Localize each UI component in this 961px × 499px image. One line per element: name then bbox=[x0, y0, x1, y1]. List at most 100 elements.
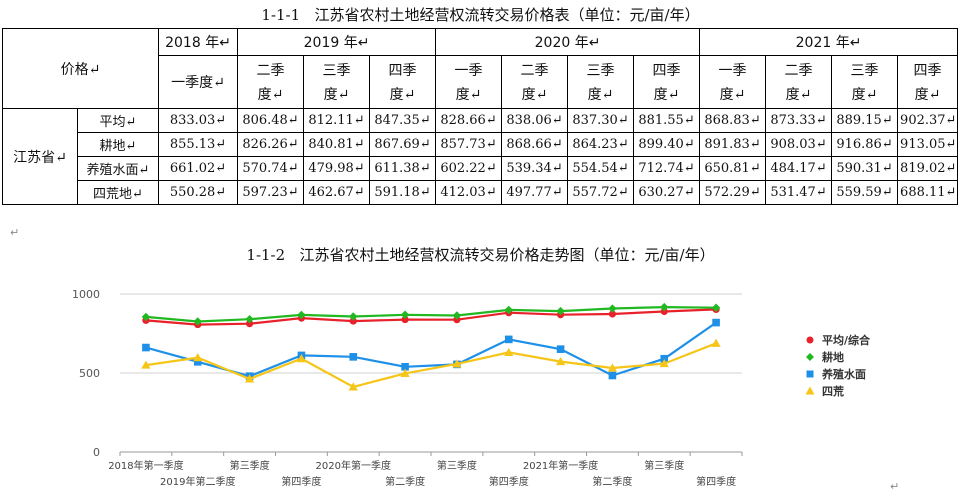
price-cell: 902.37↵ bbox=[897, 108, 959, 133]
data-point bbox=[297, 310, 306, 320]
quarter-label-top: 一季 bbox=[454, 62, 483, 79]
quarter-label-top: 二季 bbox=[520, 62, 549, 79]
quarter-label-bottom: 度↵ bbox=[653, 86, 680, 103]
data-point bbox=[349, 317, 357, 325]
data-point bbox=[348, 382, 358, 391]
data-point bbox=[244, 374, 255, 383]
table-row: 耕地↵ 855.13↵ 826.26↵ 840.81↵ 867.69↵ 857.73↵ 86… bbox=[3, 132, 959, 157]
data-point bbox=[608, 310, 617, 318]
price-cell: 572.29↵ bbox=[699, 180, 767, 205]
price-cell: 484.17↵ bbox=[765, 156, 833, 181]
data-point bbox=[608, 304, 617, 313]
price-cell: 916.86↵ bbox=[831, 132, 899, 157]
price-cell: 868.66↵ bbox=[501, 132, 569, 157]
quarter-label-top: 一季 bbox=[718, 62, 747, 79]
year-header-row: 价格↵ 2018 年↵ 2019 年↵ 2020 年↵ 2021 年↵ bbox=[1, 28, 959, 109]
legend-label: 平均/综合 bbox=[822, 333, 871, 347]
data-point bbox=[349, 312, 358, 321]
y-tick-label: 1000 bbox=[72, 288, 100, 301]
legend-label: 四荒 bbox=[822, 384, 844, 398]
data-point bbox=[504, 347, 514, 357]
year-header-3: 2021 年↵ bbox=[699, 28, 959, 56]
price-cell: 857.73↵ bbox=[435, 132, 503, 157]
price-cell: 557.72↵ bbox=[567, 180, 635, 205]
price-cell: 864.23↵ bbox=[567, 132, 635, 157]
price-cell: 591.18↵ bbox=[369, 180, 437, 205]
x-tick-label: 第三季度 bbox=[230, 459, 270, 472]
series-line-0 bbox=[145, 308, 717, 326]
data-point bbox=[504, 335, 513, 344]
table-row: 江苏省↵ 平均↵ 833.03↵ 806.48↵ 812.11↵ 847.35↵ 828.6… bbox=[2, 108, 959, 205]
data-point bbox=[660, 307, 668, 316]
data-point bbox=[711, 338, 721, 347]
price-cell: 840.81↵ bbox=[303, 132, 371, 157]
price-cell: 497.77↵ bbox=[501, 180, 569, 205]
data-point bbox=[141, 360, 151, 369]
quarter-header-7: 四季度↵ bbox=[633, 55, 701, 109]
price-cell: 531.47↵ bbox=[765, 180, 833, 205]
price-cell: 550.28↵ bbox=[158, 180, 239, 205]
y-tick-label: 0 bbox=[93, 446, 100, 459]
price-cell: 611.38↵ bbox=[369, 156, 437, 181]
price-cell: 539.34↵ bbox=[501, 156, 569, 181]
price-cell: 479.98↵ bbox=[303, 156, 371, 181]
chart-title: 1-1-2 江苏省农村土地经营权流转交易价格走势图（单位：元/亩/年） bbox=[246, 246, 715, 264]
quarter-label-bottom: 度↵ bbox=[587, 86, 614, 103]
data-point bbox=[193, 358, 202, 366]
quarter-label-bottom: 度↵ bbox=[719, 86, 746, 103]
quarter-label-bottom: 度↵ bbox=[521, 86, 548, 103]
price-cell: 412.03↵ bbox=[435, 180, 503, 205]
price-cell: 819.02↵ bbox=[897, 156, 959, 181]
price-cell: 712.74↵ bbox=[633, 156, 701, 181]
legend-label: 养殖水面 bbox=[821, 367, 866, 381]
data-point bbox=[607, 363, 618, 372]
price-cell: 873.33↵ bbox=[765, 108, 833, 133]
x-tick-label: 第二季度 bbox=[385, 475, 425, 488]
quarter-header-6: 三季度↵ bbox=[567, 55, 635, 109]
price-cell: 847.35↵ bbox=[369, 108, 437, 133]
data-point bbox=[453, 316, 461, 324]
quarter-header-11: 四季度↵ bbox=[897, 55, 959, 109]
quarter-label-bottom: 度↵ bbox=[389, 86, 416, 103]
x-tick-label: 第三季度 bbox=[644, 459, 684, 472]
price-cell: 881.55↵ bbox=[633, 108, 701, 133]
year-header-0: 2018 年↵ bbox=[158, 28, 239, 56]
data-point bbox=[349, 353, 358, 361]
data-point bbox=[712, 318, 720, 327]
quarter-label-top: 四季 bbox=[913, 62, 942, 79]
quarter-header-9: 二季 度↵ bbox=[765, 55, 833, 109]
corner-label: 价格↵ bbox=[60, 61, 101, 78]
table-title: 1-1-1 江苏省农村土地经营权流转交易价格表（单位：元/亩/年） bbox=[261, 6, 700, 24]
quarter-label-bottom: 度↵ bbox=[323, 86, 350, 103]
quarter-label-top: 一季度↵ bbox=[171, 74, 225, 91]
price-cell: 868.83↵ bbox=[699, 108, 767, 133]
quarter-label-top: 三季 bbox=[850, 62, 879, 79]
quarter-label-bottom: 度↵ bbox=[914, 86, 941, 103]
price-cell: 899.40↵ bbox=[633, 132, 701, 157]
price-cell: 838.06↵ bbox=[501, 108, 569, 133]
x-tick-label: 2021年第一季度 bbox=[523, 459, 598, 472]
price-cell: 661.02↵ bbox=[158, 156, 239, 181]
series-line-2 bbox=[145, 321, 717, 378]
data-point bbox=[660, 354, 669, 363]
price-cell: 597.23↵ bbox=[237, 180, 305, 205]
paragraph-mark: ↵ bbox=[10, 226, 20, 239]
year-header-1: 2019 年↵ bbox=[237, 28, 437, 56]
quarter-header-2: 三季 度↵ bbox=[303, 55, 371, 109]
x-tick-label: 2018年第一季度 bbox=[108, 459, 183, 472]
quarter-label-top: 四季 bbox=[652, 62, 681, 79]
data-point bbox=[401, 315, 409, 324]
quarter-label-bottom: 度↵ bbox=[257, 86, 284, 103]
data-point bbox=[555, 356, 566, 366]
quarter-header-0: 一季度↵ bbox=[158, 55, 239, 109]
legend-marker bbox=[806, 370, 814, 378]
data-point bbox=[142, 343, 150, 352]
quarter-header-row: 一季度↵ 二季 度↵ 三季 度↵ 四季 度↵ 一季 度↵ 二季 度↵ 三季 度↵ 四季 度↵ 一季 度↵ 二季 度↵… bbox=[3, 55, 959, 109]
legend-label: 耕地 bbox=[822, 350, 844, 364]
x-tick-label: 第二季度 bbox=[592, 475, 632, 488]
quarter-label-top: 三季 bbox=[586, 62, 615, 79]
quarter-label-top: 二季 bbox=[256, 62, 285, 79]
data-point bbox=[245, 314, 254, 324]
table-row: 养殖水面↵ 661.02↵ 570.74↵ 479.98↵ 611.38↵ 602.22↵… bbox=[3, 156, 959, 181]
